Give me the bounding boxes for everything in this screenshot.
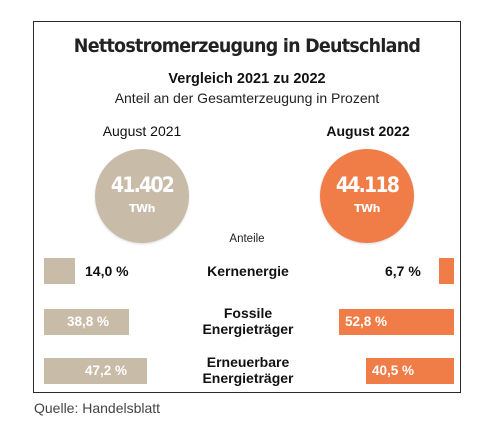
category-label-1: Fossile Energieträger xyxy=(202,305,294,337)
bar-2022-0 xyxy=(439,258,454,284)
total-circle-2022: 44.118 TWh xyxy=(320,149,414,243)
bar-2021-1 xyxy=(44,309,129,335)
total-circle-2021: 41.402 TWh xyxy=(95,149,189,243)
total-unit-2021: TWh xyxy=(129,202,155,215)
bar-2021-0 xyxy=(44,258,75,284)
infographic-frame: Nettostromerzeugung in Deutschland Vergl… xyxy=(33,21,461,393)
category-label-0: Kernenergie xyxy=(207,263,289,279)
chart-title: Nettostromerzeugung in Deutschland xyxy=(73,35,421,57)
data-label-2021-1: 38,8 % xyxy=(67,314,110,329)
chart-description: Anteil an der Gesamterzeugung in Prozent xyxy=(114,90,380,106)
source-note: Quelle: Handelsblatt xyxy=(34,400,161,416)
bar-2022-2 xyxy=(366,358,454,384)
total-value-2021: 41.402 xyxy=(110,173,175,197)
total-value-2022: 44.118 xyxy=(335,173,400,197)
data-label-2022-2: 40,5 % xyxy=(372,363,415,378)
period-label-2022: August 2022 xyxy=(326,123,410,139)
data-label-2021-0: 14,0 % xyxy=(85,263,129,279)
data-label-2022-0: 6,7 % xyxy=(385,263,421,279)
data-label-2021-2: 47,2 % xyxy=(85,363,128,378)
bar-2021-2 xyxy=(44,358,147,384)
shares-label: Anteile xyxy=(229,233,265,245)
total-unit-2022: TWh xyxy=(354,202,380,215)
category-label-2: Erneuerbare Energieträger xyxy=(202,354,294,386)
bar-2022-1 xyxy=(339,309,454,335)
data-label-2022-1: 52,8 % xyxy=(345,314,388,329)
chart-subtitle: Vergleich 2021 zu 2022 xyxy=(168,71,326,87)
period-label-2021: August 2021 xyxy=(102,123,182,139)
